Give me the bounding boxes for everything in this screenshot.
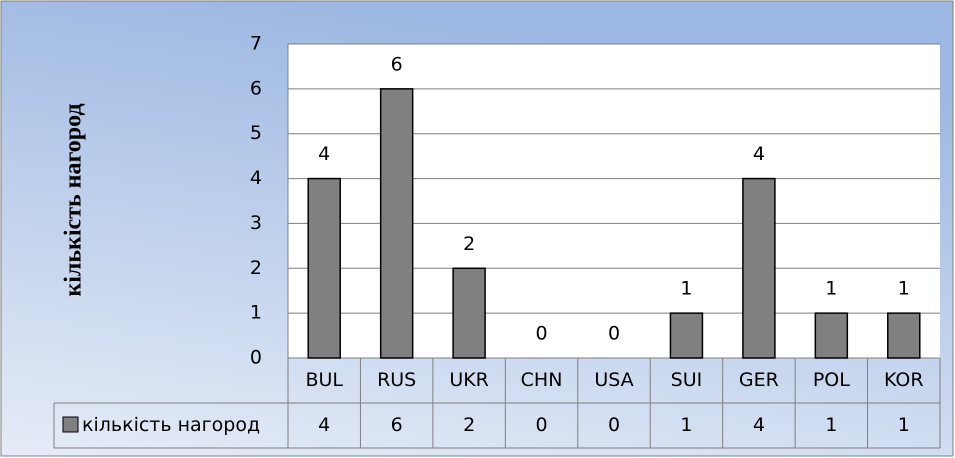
table-value: 6	[391, 414, 403, 436]
data-label: 0	[608, 323, 620, 345]
x-tick-label: KOR	[884, 369, 924, 391]
x-tick-label: RUS	[377, 369, 416, 391]
y-tick-label: 4	[250, 167, 262, 189]
data-label: 4	[318, 143, 330, 165]
table-value: 1	[680, 414, 692, 436]
y-tick-label: 5	[250, 122, 262, 144]
x-tick-label: CHN	[521, 369, 563, 391]
data-label: 1	[680, 278, 692, 300]
x-tick-label: USA	[594, 369, 633, 391]
bar	[379, 88, 414, 359]
table-value: 0	[536, 414, 548, 436]
bar	[669, 312, 704, 359]
bar	[307, 177, 341, 359]
y-tick-label: 2	[250, 257, 262, 279]
x-tick-label: SUI	[671, 369, 703, 391]
bar	[452, 267, 486, 359]
table-value: 2	[463, 414, 475, 436]
y-tick-label: 3	[250, 212, 262, 234]
data-label: 4	[753, 143, 765, 165]
y-tick-label: 0	[250, 347, 262, 369]
data-label: 6	[391, 53, 403, 75]
y-tick-label: 1	[250, 302, 262, 324]
x-tick-label: BUL	[305, 369, 343, 391]
data-label: 2	[463, 233, 475, 255]
data-label: 0	[536, 323, 548, 345]
x-tick-label: UKR	[449, 369, 489, 391]
data-label: 1	[825, 278, 837, 300]
x-tick-label: GER	[739, 369, 779, 391]
y-axis-title: кількість нагород	[61, 103, 87, 296]
table-value: 4	[753, 414, 765, 436]
table-value: 4	[318, 414, 330, 436]
y-tick-label: 6	[250, 77, 262, 99]
legend-key	[62, 416, 79, 433]
table-value: 1	[825, 414, 837, 436]
y-tick-label: 7	[250, 33, 262, 55]
x-tick-label: POL	[813, 369, 850, 391]
table-value: 0	[608, 414, 620, 436]
legend-label: кількість нагород	[82, 414, 260, 436]
data-label: 1	[898, 278, 910, 300]
bar	[887, 312, 921, 359]
bar	[742, 177, 776, 359]
bar	[814, 312, 849, 359]
table-value: 1	[898, 414, 910, 436]
